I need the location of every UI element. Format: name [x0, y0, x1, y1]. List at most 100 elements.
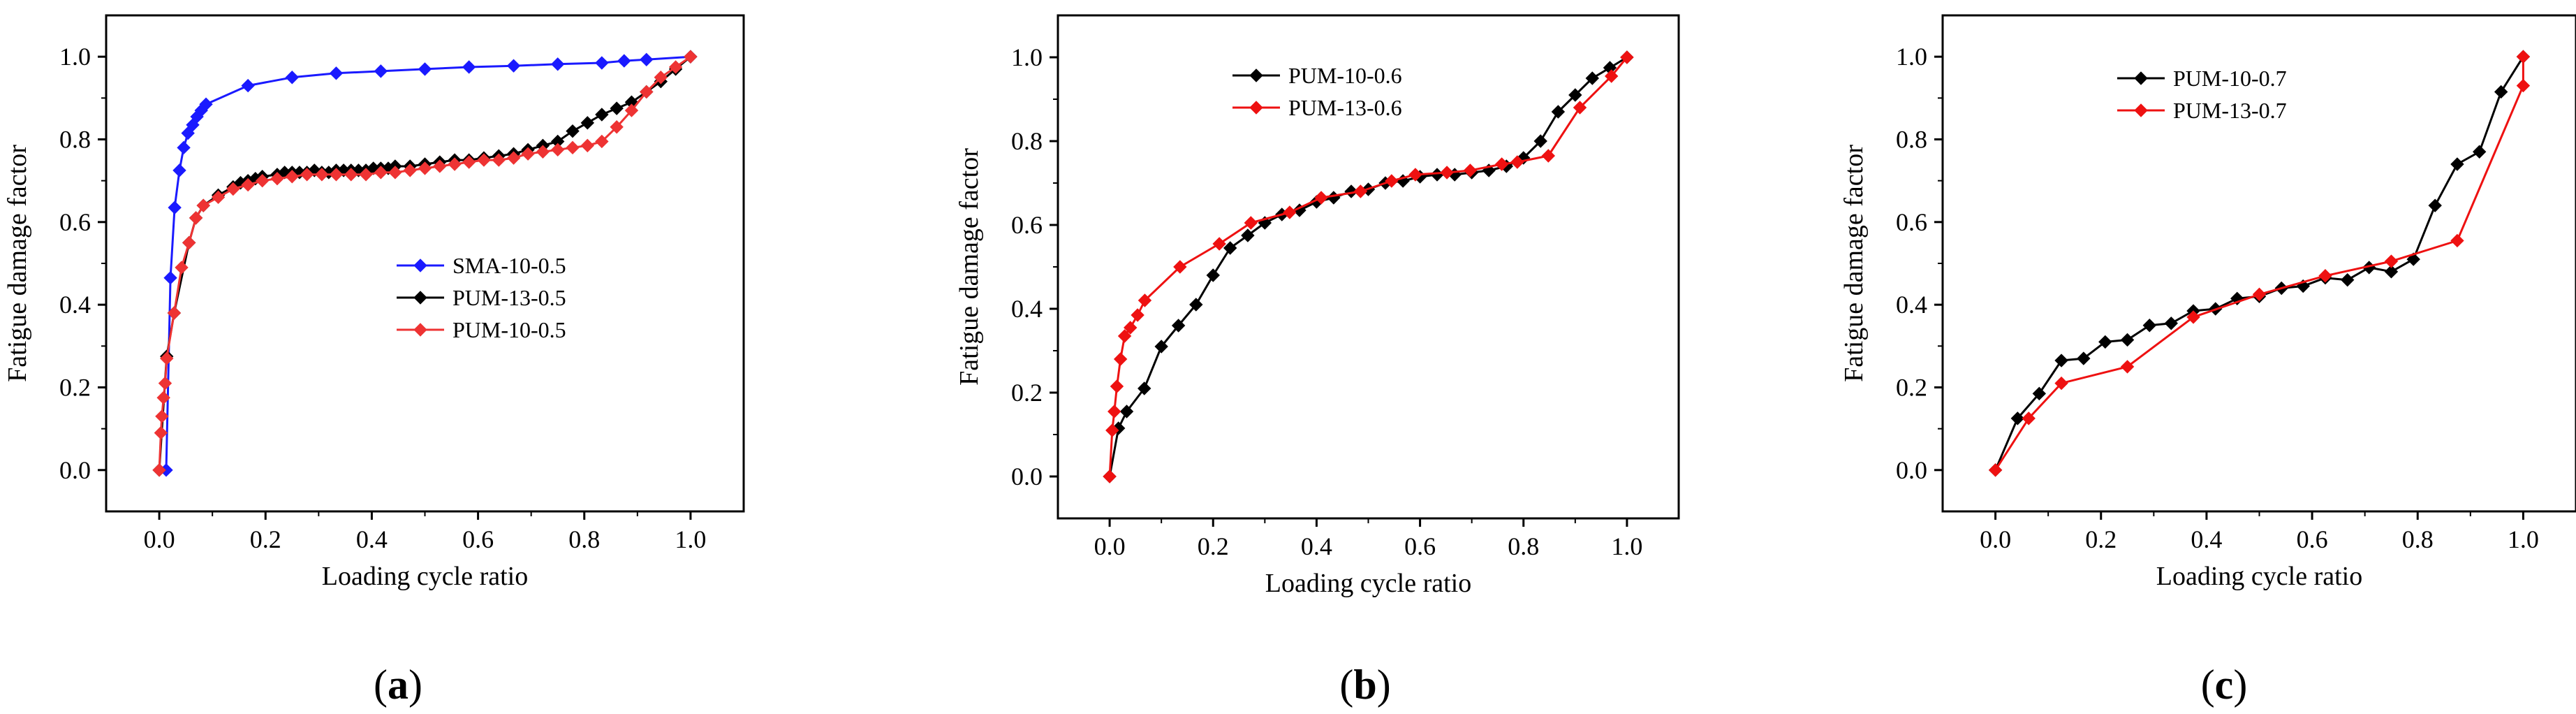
- panel-label: (c): [2201, 662, 2248, 708]
- data-point: [1117, 329, 1132, 343]
- data-point: [492, 153, 506, 167]
- data-point: [1327, 191, 1341, 205]
- data-point: [175, 261, 189, 275]
- data-point: [374, 64, 388, 78]
- data-point: [1241, 228, 1255, 242]
- data-point: [177, 140, 191, 155]
- data-point: [2186, 310, 2200, 324]
- y-axis-label: Fatigue damage factor: [955, 148, 984, 386]
- y-tick-label: 0.6: [59, 208, 91, 236]
- y-tick-label: 0.8: [1011, 127, 1043, 155]
- series-PUM-13-0.7: [1988, 50, 2531, 477]
- data-point: [2077, 351, 2091, 365]
- x-tick-label: 0.6: [1404, 532, 1436, 560]
- panel-label-close: ): [409, 662, 422, 708]
- data-point: [1124, 321, 1138, 335]
- data-point: [617, 54, 631, 68]
- data-point: [477, 153, 491, 167]
- data-point: [163, 271, 177, 285]
- data-point: [1119, 405, 1134, 418]
- data-point: [418, 161, 432, 175]
- data-point: [160, 351, 174, 365]
- data-point: [551, 57, 565, 71]
- data-point: [255, 173, 270, 188]
- data-point: [403, 163, 417, 177]
- data-point: [1463, 163, 1478, 177]
- data-point: [2450, 233, 2464, 248]
- y-tick-label: 0.2: [1011, 379, 1043, 407]
- x-tick-label: 0.2: [250, 525, 281, 553]
- y-tick-label: 0.8: [1896, 126, 1927, 154]
- x-tick-label: 0.8: [568, 525, 600, 553]
- data-point: [241, 78, 255, 93]
- data-point: [1988, 463, 2003, 477]
- data-point: [521, 147, 535, 161]
- x-tick-label: 0.2: [1198, 532, 1229, 560]
- data-point: [684, 50, 698, 64]
- plot-frame: [1057, 14, 1680, 520]
- x-tick-label: 0.0: [144, 525, 175, 553]
- data-point: [1408, 168, 1422, 182]
- data-point: [2054, 354, 2068, 367]
- data-point: [226, 182, 240, 196]
- y-tick-label: 0.4: [59, 291, 91, 319]
- data-point: [433, 159, 447, 173]
- data-point: [388, 166, 402, 180]
- legend-marker: [1249, 101, 1263, 115]
- data-point: [2120, 360, 2135, 374]
- data-point: [640, 85, 654, 99]
- legend-label: PUM-13-0.6: [1288, 95, 1402, 120]
- y-axis-label: Fatigue damage factor: [1839, 145, 1869, 382]
- data-point: [1105, 423, 1119, 437]
- data-point: [156, 391, 170, 405]
- data-point: [2450, 157, 2464, 171]
- legend-label: PUM-10-0.7: [2173, 66, 2287, 91]
- legend-marker: [413, 323, 427, 337]
- series-line: [165, 55, 691, 470]
- legend-marker: [2134, 103, 2148, 117]
- x-tick-label: 1.0: [675, 525, 706, 553]
- data-point: [2032, 386, 2047, 401]
- data-point: [595, 134, 609, 149]
- data-point: [300, 168, 314, 182]
- panel-label-letter: c: [2215, 662, 2234, 708]
- data-point: [1131, 308, 1145, 322]
- data-point: [580, 116, 595, 130]
- x-tick-label: 0.8: [1508, 532, 1539, 560]
- chart-panel-c: 0.0 0.2 0.4 0.6 0.8 1.0 0.0 0.2 0.4 0.6 0.8 1.0 Load…: [1839, 14, 2576, 591]
- y-tick-label: 0.0: [1896, 456, 1927, 484]
- data-point: [168, 201, 182, 214]
- data-point: [2516, 50, 2531, 64]
- y-tick-label: 0.0: [59, 456, 91, 484]
- panel-label-close: ): [1377, 662, 1391, 708]
- x-tick-label: 0.4: [2191, 525, 2222, 553]
- series-line: [1108, 57, 1628, 477]
- x-tick-label: 0.6: [2297, 525, 2328, 553]
- data-point: [566, 140, 580, 155]
- data-point: [2054, 376, 2068, 391]
- data-point: [1189, 298, 1203, 312]
- data-point: [374, 166, 388, 180]
- data-point: [1103, 469, 1117, 483]
- data-point: [1138, 293, 1152, 307]
- data-point: [624, 103, 639, 117]
- legend-label: PUM-13-0.5: [452, 285, 566, 310]
- data-point: [1314, 191, 1328, 205]
- x-axis-label: Loading cycle ratio: [322, 562, 528, 591]
- data-point: [2120, 333, 2135, 347]
- data-point: [2494, 85, 2508, 99]
- data-point: [2384, 254, 2399, 268]
- legend-marker: [413, 291, 427, 305]
- legend: SMA-10-0.5 PUM-13-0.5 PUM-10-0.5: [397, 253, 566, 342]
- data-point: [2142, 319, 2156, 333]
- data-point: [595, 56, 609, 70]
- y-tick-label: 0.2: [1896, 374, 1927, 402]
- panel-label: (a): [374, 662, 422, 708]
- data-point: [241, 177, 255, 192]
- data-point: [1430, 168, 1444, 182]
- data-point: [1585, 71, 1599, 85]
- series-line: [1108, 56, 1628, 477]
- panel-label-open: (: [1339, 662, 1353, 708]
- data-point: [1107, 405, 1121, 418]
